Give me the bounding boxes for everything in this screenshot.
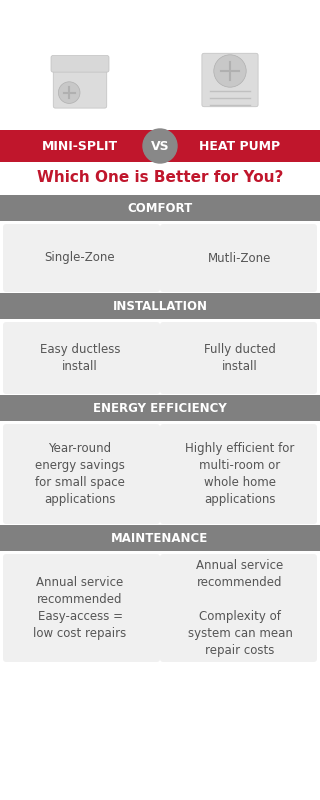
- FancyBboxPatch shape: [3, 554, 160, 662]
- Bar: [0, 195, 320, 221]
- Text: Annual service
recommended

Complexity of
system can mean
repair costs: Annual service recommended Complexity of…: [188, 559, 292, 657]
- Text: Fully ducted
install: Fully ducted install: [204, 343, 276, 373]
- Bar: [0, 293, 320, 319]
- Circle shape: [143, 129, 177, 163]
- FancyBboxPatch shape: [160, 424, 317, 524]
- Circle shape: [59, 82, 80, 103]
- Text: Which One is Better for You?: Which One is Better for You?: [37, 170, 283, 186]
- Text: VS: VS: [151, 139, 169, 153]
- Text: Single-Zone: Single-Zone: [45, 251, 115, 265]
- Text: Highly efficient for
multi-room or
whole home
applications: Highly efficient for multi-room or whole…: [185, 442, 295, 506]
- Text: Mutli-Zone: Mutli-Zone: [208, 251, 272, 265]
- Bar: [0, 395, 320, 421]
- FancyBboxPatch shape: [160, 554, 317, 662]
- Text: COMFORT: COMFORT: [127, 202, 193, 214]
- FancyBboxPatch shape: [3, 424, 160, 524]
- Bar: [0, 525, 320, 551]
- FancyBboxPatch shape: [53, 70, 107, 108]
- Text: Year-round
energy savings
for small space
applications: Year-round energy savings for small spac…: [35, 442, 125, 506]
- FancyBboxPatch shape: [3, 322, 160, 394]
- FancyBboxPatch shape: [3, 224, 160, 292]
- Bar: [0, 130, 320, 162]
- FancyBboxPatch shape: [202, 54, 258, 106]
- FancyBboxPatch shape: [51, 55, 109, 72]
- Text: ENERGY EFFICIENCY: ENERGY EFFICIENCY: [93, 402, 227, 414]
- Text: HEAT PUMP: HEAT PUMP: [199, 139, 281, 153]
- Text: MINI-SPLIT: MINI-SPLIT: [42, 139, 118, 153]
- Circle shape: [214, 54, 246, 87]
- FancyBboxPatch shape: [160, 322, 317, 394]
- FancyBboxPatch shape: [160, 224, 317, 292]
- Text: INSTALLATION: INSTALLATION: [113, 299, 207, 313]
- Text: Easy ductless
install: Easy ductless install: [40, 343, 120, 373]
- Text: MAINTENANCE: MAINTENANCE: [111, 531, 209, 545]
- Text: Annual service
recommended
Easy-access =
low cost repairs: Annual service recommended Easy-access =…: [33, 576, 127, 640]
